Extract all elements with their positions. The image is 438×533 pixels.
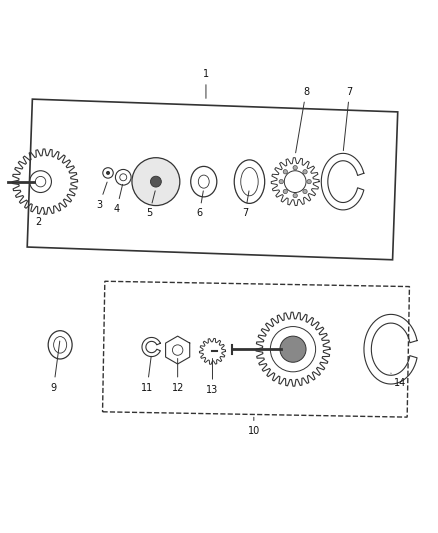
Ellipse shape xyxy=(132,158,180,206)
Text: 13: 13 xyxy=(206,359,219,395)
Text: 5: 5 xyxy=(146,191,155,219)
Circle shape xyxy=(283,189,287,193)
Text: 6: 6 xyxy=(196,191,203,219)
Circle shape xyxy=(280,336,306,362)
Circle shape xyxy=(279,180,283,184)
Text: 12: 12 xyxy=(171,359,184,392)
Text: 9: 9 xyxy=(50,341,60,392)
Text: 7: 7 xyxy=(242,191,249,219)
Text: 7: 7 xyxy=(343,86,353,151)
Text: 8: 8 xyxy=(296,86,309,153)
Circle shape xyxy=(303,189,307,193)
Text: 10: 10 xyxy=(248,417,260,436)
Circle shape xyxy=(283,169,287,174)
Text: 2: 2 xyxy=(35,212,45,227)
Text: 14: 14 xyxy=(391,373,406,388)
Circle shape xyxy=(293,166,297,170)
Circle shape xyxy=(107,172,110,174)
Text: 11: 11 xyxy=(141,356,153,392)
Text: 3: 3 xyxy=(96,182,107,210)
Circle shape xyxy=(307,180,311,184)
Circle shape xyxy=(293,193,297,198)
Text: 4: 4 xyxy=(113,184,123,214)
Text: 1: 1 xyxy=(203,69,209,98)
Circle shape xyxy=(303,169,307,174)
Ellipse shape xyxy=(150,176,161,187)
